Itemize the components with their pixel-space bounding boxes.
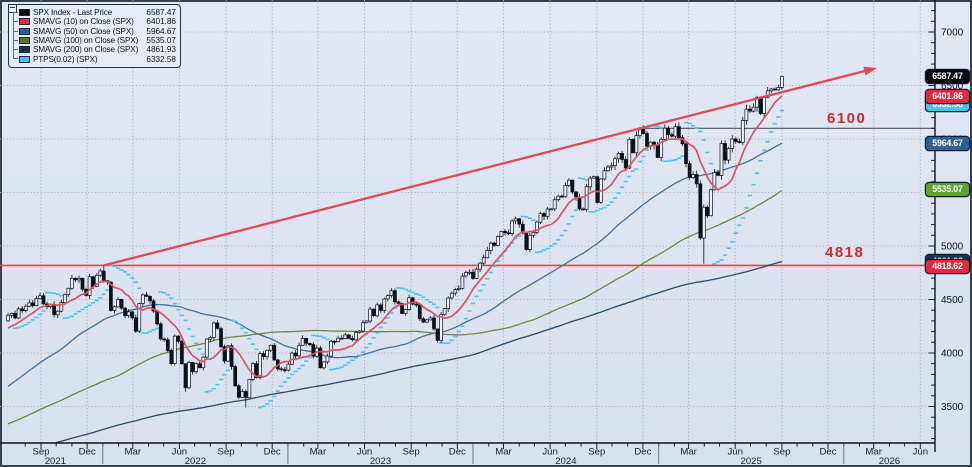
chart-legend: SPX Index - Last Price 6587.47 SMAVG (10… [7,3,181,68]
sma10-line [7,95,783,378]
svg-text:Mar: Mar [125,447,142,458]
svg-text:2025: 2025 [741,456,762,467]
svg-text:2026: 2026 [879,456,900,467]
smavg10-swatch-icon [19,18,30,26]
legend-value: 5535.07 [146,36,176,46]
legend-label: SMAVG (100) on Close (SPX) [33,36,139,46]
svg-text:7000: 7000 [941,28,964,39]
sma-lines [7,142,783,443]
legend-tree-line [12,12,14,58]
smavg100-badge: 5535.07 [925,181,970,197]
support-level-label[interactable]: 4818 [825,244,865,262]
svg-text:Mar: Mar [310,447,327,458]
legend-label: SMAVG (200) on Close (SPX) [33,45,139,55]
svg-text:2022: 2022 [185,456,206,467]
svg-text:Mar: Mar [495,447,512,458]
legend-row-ptps[interactable]: PTPS(0.02) (SPX) 6332.58 [12,54,178,64]
legend-expander-icon[interactable] [7,3,17,13]
legend-row-spx[interactable]: SPX Index - Last Price 6587.47 [12,8,178,18]
candlesticks [6,75,784,408]
legend-row-smavg50[interactable]: SMAVG (50) on Close (SPX) 5964.67 [12,26,178,36]
legend-value: 6587.47 [146,8,176,18]
legend-row-smavg100[interactable]: SMAVG (100) on Close (SPX) 5535.07 [12,36,178,46]
x-axis-tick-labels: Sep Dec Mar Jun Sep Dec Mar Jun Sep Dec Mar Jun Sep D… [32,447,928,467]
svg-text:Dec: Dec [449,447,466,458]
svg-text:2021: 2021 [45,456,66,467]
svg-text:Jun: Jun [542,447,557,458]
svg-text:Sep: Sep [588,447,605,458]
legend-value: 5964.67 [146,26,176,36]
svg-text:3500: 3500 [941,402,964,413]
svg-text:Sep: Sep [403,447,420,458]
spx-series-swatch-icon [19,9,30,17]
smavg50-badge: 5964.67 [925,136,970,151]
trendline-arrow[interactable] [103,66,877,267]
svg-text:Mar: Mar [680,447,697,458]
legend-label: SMAVG (50) on Close (SPX) [33,26,134,36]
axis-ticks [24,10,935,464]
svg-text:Dec: Dec [264,447,281,458]
smavg200-swatch-icon [19,46,30,54]
ptps-swatch-icon [19,55,30,63]
y-axis-tick-labels: 70006500600055005000450040003500 [941,28,964,414]
legend-label: SPX Index - Last Price [33,8,113,18]
svg-text:Jun: Jun [913,447,928,458]
svg-text:6500: 6500 [941,81,964,92]
resistance-level-label[interactable]: 6100 [827,110,867,128]
svg-text:Dec: Dec [79,447,96,458]
smavg10-badge: 6401.86 [925,89,970,105]
smavg100-swatch-icon [19,37,30,45]
legend-value: 4861.93 [146,45,176,55]
legend-label: SMAVG (10) on Close (SPX) [33,17,134,27]
svg-text:2024: 2024 [555,456,577,467]
svg-text:Sep: Sep [32,447,49,458]
svg-text:Dec: Dec [634,447,651,458]
legend-row-smavg200[interactable]: SMAVG (200) on Close (SPX) 4861.93 [12,45,178,55]
legend-row-smavg10[interactable]: SMAVG (10) on Close (SPX) 6401.86 [12,17,178,27]
support-price-badge: 4818.62 [925,258,970,274]
svg-text:Sep: Sep [218,447,235,458]
svg-text:Jun: Jun [727,447,742,458]
svg-text:Dec: Dec [819,447,836,458]
svg-text:Jun: Jun [357,447,372,458]
last-price-badge: 6587.47 [925,69,970,85]
smavg50-swatch-icon [19,27,30,35]
svg-text:4500: 4500 [941,295,964,306]
legend-label: PTPS(0.02) (SPX) [33,54,98,64]
svg-text:4000: 4000 [941,349,964,360]
svg-text:Mar: Mar [865,447,882,458]
ptps-dashes [13,109,784,409]
svg-text:Jun: Jun [172,447,187,458]
legend-value: 6401.86 [146,17,176,27]
svg-text:5000: 5000 [941,242,964,253]
svg-text:Sep: Sep [773,447,790,458]
svg-text:2023: 2023 [370,456,391,467]
legend-value: 6332.58 [146,54,176,64]
